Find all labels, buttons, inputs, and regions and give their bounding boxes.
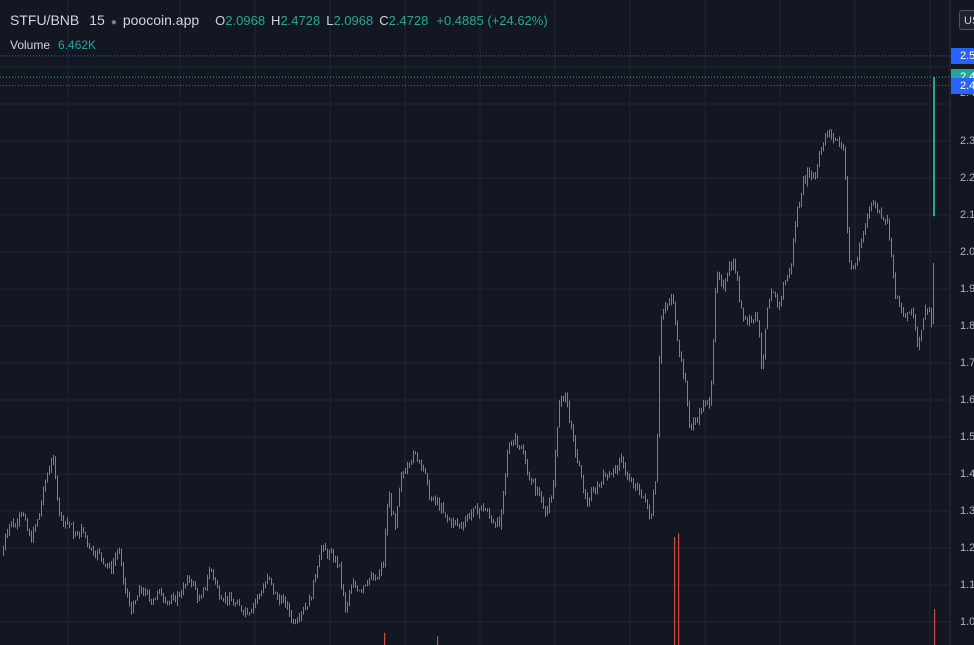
volume-bar xyxy=(384,632,386,645)
axis-tick-label: 2.1 xyxy=(960,209,974,221)
volume-bar xyxy=(934,609,936,645)
data-source: poocoin.app xyxy=(122,12,200,28)
axis-tick-label: 1.4 xyxy=(960,468,974,480)
volume-label[interactable]: Volume xyxy=(10,38,51,52)
axis-tick-label: 1.2 xyxy=(960,542,974,554)
currency-button[interactable]: US xyxy=(959,10,974,30)
candles xyxy=(3,77,935,625)
candle-last xyxy=(933,77,935,217)
low-value: 2.0968 xyxy=(333,13,374,28)
close-value: 2.4728 xyxy=(388,13,429,28)
axis-tick-label: 1.3 xyxy=(960,505,974,517)
axis-tick-label: 1.6 xyxy=(960,394,974,406)
volume-bars xyxy=(384,533,936,645)
volume-bar xyxy=(437,636,439,645)
volume-bar xyxy=(678,533,680,645)
grid xyxy=(0,0,951,645)
price-tag: 2.5 xyxy=(951,47,974,64)
volume-legend: Volume 6.462K xyxy=(10,38,96,52)
symbol-legend: STFU/BNB 15 ● poocoin.app O 2.0968 H 2.472… xyxy=(10,12,548,28)
axis-tick-label: 2.3 xyxy=(960,135,974,147)
volume-bar xyxy=(674,537,676,645)
close-key: C xyxy=(379,13,389,28)
price-lines xyxy=(0,55,950,86)
axis-tick-label: 1.0 xyxy=(960,616,974,628)
axis-tick-label: 1.7 xyxy=(960,357,974,369)
low-key: L xyxy=(326,13,334,28)
open-key: O xyxy=(215,13,226,28)
symbol-name[interactable]: STFU/BNB xyxy=(10,12,80,28)
axis-tick-label: 1.9 xyxy=(960,283,974,295)
axis-tick-label: 2.2 xyxy=(960,172,974,184)
axis-tick-label: 2.0 xyxy=(960,246,974,258)
axis-tick-label: 1.5 xyxy=(960,431,974,443)
change-value: +0.4885 (+24.62%) xyxy=(436,13,548,28)
volume-value: 6.462K xyxy=(58,38,97,52)
separator-dot: ● xyxy=(110,17,117,28)
axis-tick-label: 1.1 xyxy=(960,579,974,591)
high-value: 2.4728 xyxy=(280,13,321,28)
high-key: H xyxy=(271,13,281,28)
interval[interactable]: 15 xyxy=(89,12,105,28)
open-value: 2.0968 xyxy=(225,13,266,28)
axis-tick-label: 1.8 xyxy=(960,320,974,332)
price-tag: 2.4 xyxy=(951,77,974,94)
